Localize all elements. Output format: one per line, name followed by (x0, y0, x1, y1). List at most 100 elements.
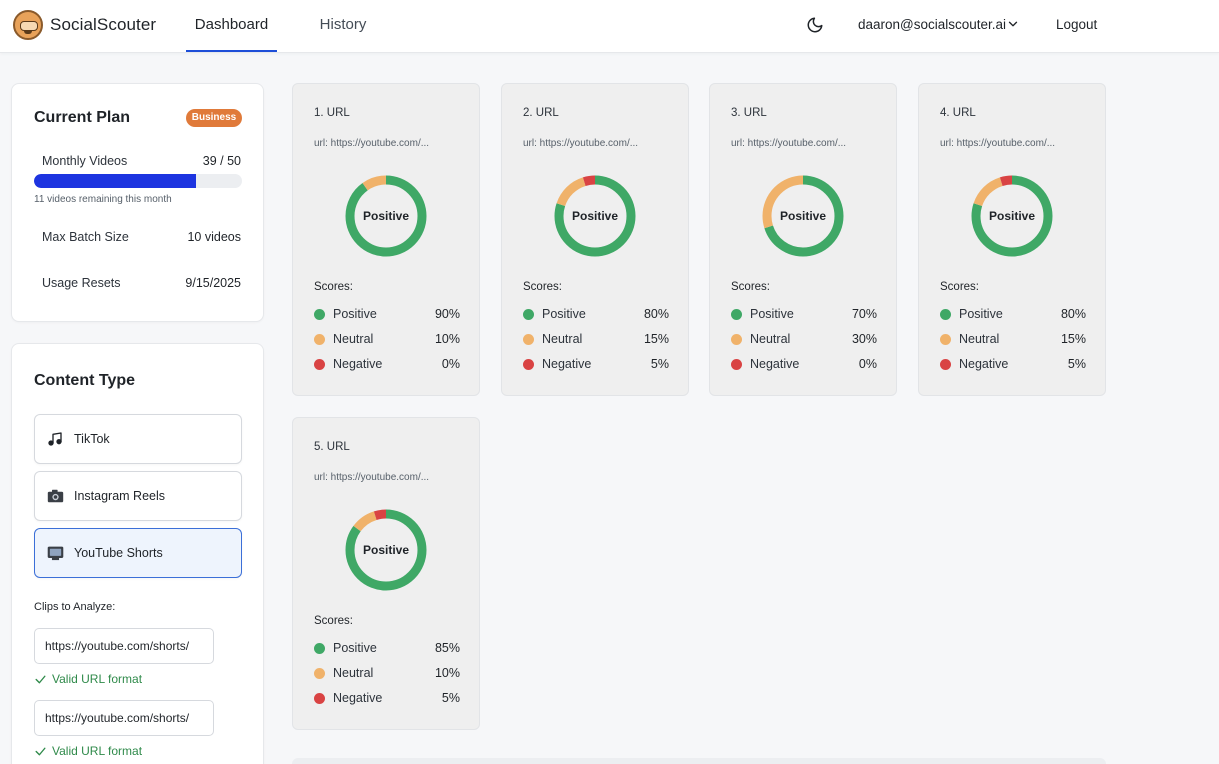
music-note-icon (46, 430, 64, 448)
usage-resets-value: 9/15/2025 (185, 276, 241, 290)
result-card-title: 1. URL (314, 107, 350, 119)
camera-icon (46, 487, 64, 505)
score-label: Positive (542, 307, 586, 321)
result-card-url: url: https://youtube.com/... (523, 138, 639, 149)
donut-segment-negative (345, 509, 427, 591)
monthly-videos-label: Monthly Videos (42, 154, 128, 168)
score-label: Positive (750, 307, 794, 321)
donut-segment-negative (971, 175, 1053, 257)
score-row-negative: Negative 0% (314, 357, 460, 371)
clip-url-validation-2: Valid URL format (34, 744, 142, 758)
negative-dot-icon (314, 358, 325, 370)
brand-logo[interactable]: SocialScouter (13, 10, 156, 40)
plan-badge: Business (186, 109, 242, 127)
result-card[interactable]: 2. URL url: https://youtube.com/... Positi… (501, 83, 689, 396)
score-row-neutral: Neutral 10% (314, 666, 460, 680)
monkey-logo-icon (13, 10, 43, 40)
score-value: 30% (851, 332, 877, 346)
score-label: Positive (333, 307, 377, 321)
result-card-title: 2. URL (523, 107, 559, 119)
score-label: Neutral (542, 332, 583, 346)
dark-mode-toggle-icon[interactable] (806, 16, 824, 34)
result-card-url: url: https://youtube.com/... (314, 138, 430, 149)
scores-label: Scores: (314, 615, 353, 627)
donut-center-label: Positive (572, 209, 618, 223)
positive-dot-icon (314, 308, 325, 320)
score-value: 0% (858, 357, 877, 371)
result-card[interactable]: 5. URL url: https://youtube.com/... Positi… (292, 417, 480, 730)
clip-url-input-2[interactable] (34, 700, 214, 736)
result-card-title: 5. URL (314, 441, 350, 453)
negative-dot-icon (523, 358, 534, 370)
plan-title: Current Plan (34, 109, 131, 126)
donut-center-label: Positive (363, 209, 409, 223)
score-label: Positive (333, 641, 377, 655)
max-batch-label: Max Batch Size (42, 230, 129, 244)
content-option-label: YouTube Shorts (74, 546, 163, 560)
neutral-dot-icon (314, 333, 325, 345)
positive-dot-icon (940, 308, 951, 320)
score-label: Neutral (333, 666, 374, 680)
donut-center-label: Positive (363, 543, 409, 557)
negative-dot-icon (314, 692, 325, 704)
brand-name: SocialScouter (50, 15, 157, 34)
donut-segment-neutral (345, 175, 427, 257)
positive-dot-icon (731, 308, 742, 320)
validation-text: Valid URL format (52, 744, 143, 758)
sentiment-donut-chart: Positive (554, 175, 636, 257)
content-option-tiktok[interactable]: TikTok (34, 414, 242, 464)
result-card[interactable]: 3. URL url: https://youtube.com/... Positi… (709, 83, 897, 396)
neutral-dot-icon (314, 667, 325, 679)
score-row-neutral: Neutral 30% (731, 332, 877, 346)
score-row-negative: Negative 0% (731, 357, 877, 371)
score-label: Neutral (959, 332, 1000, 346)
check-icon (35, 675, 46, 683)
score-row-positive: Positive 70% (731, 307, 877, 321)
score-value: 70% (851, 307, 877, 321)
donut-center-label: Positive (780, 209, 826, 223)
score-row-neutral: Neutral 15% (523, 332, 669, 346)
result-card[interactable]: 1. URL url: https://youtube.com/... Positi… (292, 83, 480, 396)
logout-button[interactable]: Logout (1056, 17, 1098, 32)
sentiment-donut-chart: Positive (345, 509, 427, 591)
content-type-card: Content Type TikTok Instagram Reels YouT… (11, 343, 264, 764)
sentiment-donut-chart: Positive (762, 175, 844, 257)
score-label: Neutral (750, 332, 791, 346)
chevron-down-icon[interactable] (1006, 17, 1020, 31)
content-option-label: Instagram Reels (74, 489, 166, 503)
top-nav-bar: SocialScouter Dashboard History daaron@s… (0, 0, 1219, 53)
videos-remaining-text: 11 videos remaining this month (34, 194, 172, 205)
score-value: 85% (434, 641, 460, 655)
neutral-dot-icon (523, 333, 534, 345)
content-option-youtube-shorts[interactable]: YouTube Shorts (34, 528, 242, 578)
usage-progress-bar (34, 174, 242, 188)
tab-history[interactable]: History (319, 16, 367, 33)
score-row-positive: Positive 90% (314, 307, 460, 321)
score-label: Negative (333, 691, 383, 705)
score-value: 5% (1067, 357, 1086, 371)
donut-center-label: Positive (989, 209, 1035, 223)
content-option-instagram-reels[interactable]: Instagram Reels (34, 471, 242, 521)
score-row-positive: Positive 80% (523, 307, 669, 321)
sentiment-donut-chart: Positive (971, 175, 1053, 257)
score-value: 10% (434, 666, 460, 680)
monthly-videos-value: 39 / 50 (202, 154, 241, 168)
score-value: 0% (441, 357, 460, 371)
negative-dot-icon (940, 358, 951, 370)
result-card[interactable]: 4. URL url: https://youtube.com/... Positi… (918, 83, 1106, 396)
donut-segment-negative (554, 175, 636, 257)
user-email-menu[interactable]: daaron@socialscouter.ai (858, 17, 1007, 32)
score-value: 90% (434, 307, 460, 321)
tab-dashboard[interactable]: Dashboard (186, 0, 277, 52)
neutral-dot-icon (731, 333, 742, 345)
scores-label: Scores: (940, 281, 979, 293)
score-row-negative: Negative 5% (940, 357, 1086, 371)
content-option-label: TikTok (74, 432, 110, 446)
result-card-url: url: https://youtube.com/... (940, 138, 1056, 149)
usage-progress-fill (34, 174, 197, 188)
score-row-neutral: Neutral 10% (314, 332, 460, 346)
clip-url-input-1[interactable] (34, 628, 214, 664)
negative-dot-icon (731, 358, 742, 370)
score-label: Negative (750, 357, 800, 371)
clip-url-validation-1: Valid URL format (34, 672, 142, 686)
